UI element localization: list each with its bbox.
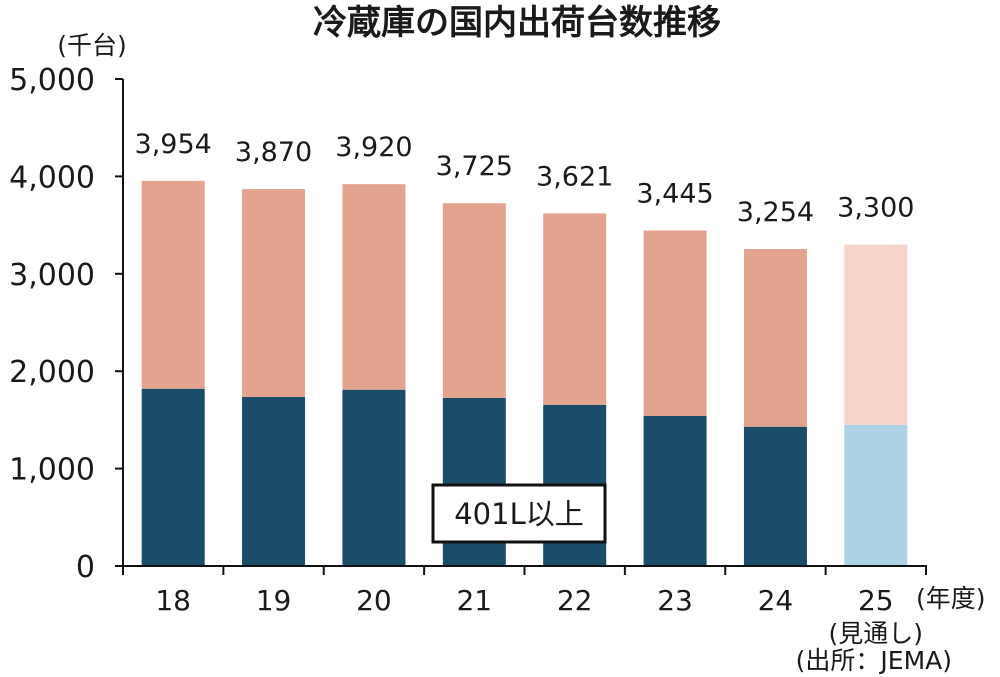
x-tick-label-21: 21	[456, 584, 492, 617]
bar-segment-18-series-1	[141, 388, 205, 566]
total-value-label-21: 3,725	[436, 151, 513, 182]
forecast-note: (見通し)	[829, 619, 924, 648]
total-value-label-25: 3,300	[837, 193, 914, 224]
y-tick-label: 4,000	[9, 160, 95, 195]
total-value-label-20: 3,920	[335, 132, 412, 163]
y-tick-label: 3,000	[9, 258, 95, 293]
total-value-labels-group: 3,954 3,870 3,920 3,725 3,621 3,445 3,254 3,300	[135, 129, 915, 228]
y-tick-labels-group: 0 1,000 2,000 3,000 4,000 5,000	[9, 63, 123, 585]
total-value-label-22: 3,621	[536, 161, 613, 192]
x-tick-label-25: 25	[858, 584, 894, 617]
bar-segment-19-series-2	[242, 189, 306, 398]
x-tick-label-23: 23	[657, 584, 693, 617]
x-tick-label-24: 24	[758, 584, 794, 617]
total-value-label-18: 3,954	[135, 129, 212, 160]
legend-box-frame	[431, 483, 607, 544]
bar-segment-24-series-1	[743, 426, 807, 566]
total-value-label-19: 3,870	[235, 137, 312, 168]
bar-segment-18-series-2	[141, 180, 205, 389]
y-tick-label: 2,000	[9, 355, 95, 390]
bar-segment-24-series-2	[743, 249, 807, 427]
bar-segment-25-series-2	[844, 244, 908, 425]
bar-segment-20-series-1	[342, 389, 406, 566]
y-tick-label: 1,000	[9, 453, 95, 488]
x-tick-label-19: 19	[256, 584, 292, 617]
y-tick-label: 0	[76, 550, 95, 585]
source-note: (出所：JEMA)	[796, 646, 952, 675]
x-tick-labels-group: 18 19 20 21 22 23 24 25	[122, 566, 927, 617]
bar-segment-23-series-1	[643, 416, 707, 566]
legend-box: 401L以上	[431, 483, 607, 544]
total-value-label-23: 3,445	[636, 178, 713, 209]
y-tick-label: 5,000	[9, 63, 95, 98]
bar-segment-25-series-1	[844, 424, 908, 566]
x-tick-label-22: 22	[557, 584, 593, 617]
bar-segment-19-series-1	[242, 397, 306, 566]
x-axis-unit-label: (年度)	[916, 584, 986, 613]
bar-segment-23-series-2	[643, 230, 707, 417]
legend-label-401l-plus: 401L以上	[454, 497, 584, 531]
x-tick-label-20: 20	[356, 584, 392, 617]
chart-title: 冷蔵庫の国内出荷台数推移	[313, 3, 721, 43]
x-tick-label-18: 18	[155, 584, 191, 617]
y-axis-unit-label: (千台)	[57, 31, 127, 60]
bar-segment-20-series-2	[342, 184, 406, 390]
total-value-label-24: 3,254	[737, 197, 814, 228]
bar-segment-22-series-2	[543, 213, 607, 405]
bar-segment-21-series-2	[442, 203, 506, 398]
